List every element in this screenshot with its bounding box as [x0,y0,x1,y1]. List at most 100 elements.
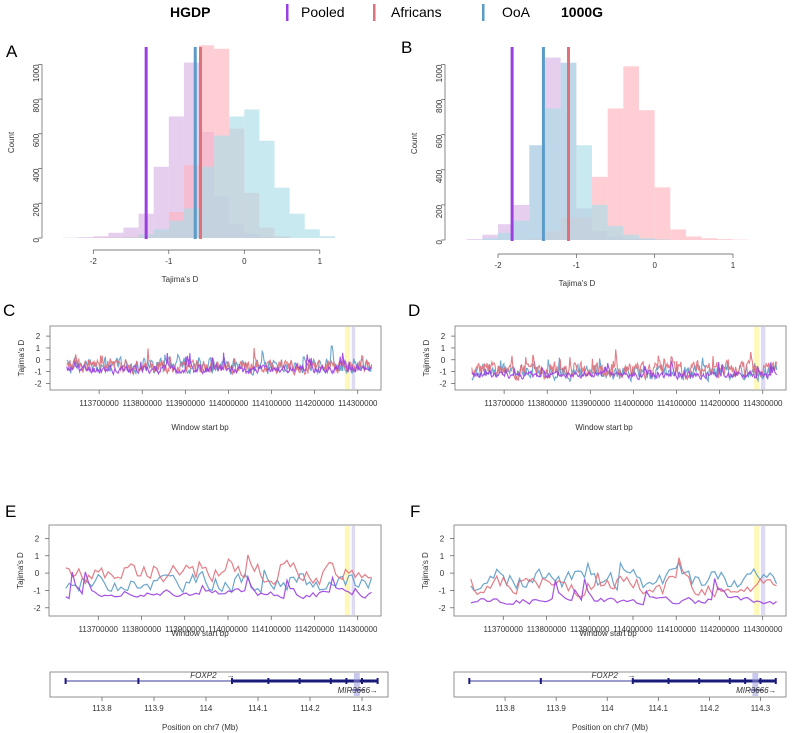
x-tick-label: 114200000 [700,399,740,408]
y-axis: 0 200 400 600 800 1000 Count [7,64,43,242]
x-tick-label: -2 [90,257,98,266]
y-tick-label: 200 [435,204,444,218]
y-tick-label: 200 [32,203,41,217]
legend-pooled-swatch [286,4,289,21]
y-axis: -2 -1 0 1 2 Tajima's D [422,332,455,388]
hist-bar [183,208,199,238]
x-tick-label: 114000000 [613,625,653,634]
x-tick-label: 113700000 [484,399,524,408]
y-axis: -2 -1 0 1 2 Tajima's D [16,534,49,613]
exon-mark [667,678,670,684]
exon-mark [267,678,270,684]
x-tick-label: 114300000 [338,399,378,408]
exon-mark [759,678,762,684]
x-tick-label: -2 [494,261,502,270]
y-tick-label: 1 [35,552,40,561]
x-axis-label: Window start bp [171,423,229,432]
x-axis-label: Window start bp [579,629,637,638]
gene-label-mir3666: MIR3666 [736,686,769,695]
y-tick-label: 2 [35,534,40,543]
exon-mark [376,678,379,684]
x-axis: 113700000 113800000 113900000 114000000 1141… [79,616,378,638]
arrow-icon: → [370,686,378,695]
x-tick-label: 113900000 [571,399,611,408]
y-axis-label: Count [410,132,419,154]
y-tick-label: 800 [32,99,41,113]
plot-frame [454,325,787,391]
hist-bar [513,220,530,240]
legend-africans-swatch [373,4,376,21]
hist-bar [654,239,671,240]
x-axis: 113700000 113800000 113900000 114000000 1141… [79,390,378,432]
arrow-icon: → [768,686,776,695]
hist-bar [639,110,655,240]
lineplot-D: -2 -1 0 1 2 Tajima's D 113700000 113800000 11390… [422,325,787,432]
y-tick-label: 1 [36,344,41,353]
panel-label-b: B [401,38,412,57]
hist-bar [607,225,624,240]
gene-coding-foxp2 [632,679,776,683]
highlight-yellow [344,526,350,615]
arrow-icon: → [227,671,235,680]
hist-bar [168,116,184,238]
exon-mark [728,678,731,684]
x-axis: -2 -1 0 1 Tajima's D [90,249,323,284]
exon-mark [468,678,471,684]
lineplot-F: -2 -1 0 1 2 Tajima's D 113700000 113800000 11390… [421,524,787,638]
series-line-africans [65,554,372,586]
exon-mark [329,678,332,684]
y-tick-label: 2 [440,534,445,543]
hist-bar [259,140,275,238]
gene-track-F-track: FOXP2 →MIR3666 →113.8 113.9 114 114.1 114.2 114… [453,671,787,732]
hist-bar [78,237,94,238]
legend-ooa-swatch [482,4,485,21]
hist-bar [639,238,655,240]
y-tick-label: 2 [441,332,446,341]
gene-coding-foxp2 [232,679,378,683]
x-tick-label: 114000000 [209,399,249,408]
x-axis: 113700000 113800000 113900000 114000000 1141… [484,390,783,432]
x-tick-label: 114.1 [649,704,669,713]
highlight-yellow [754,327,760,389]
hist-bar [498,232,514,240]
series-line-pooled [66,352,372,376]
x-tick-label: 113.8 [495,704,515,713]
x-axis-label: Position on chr7 (Mb) [162,723,238,732]
x-tick-label: 114300000 [743,399,783,408]
x-tick-label: 114100000 [657,399,697,408]
series-line-ooa [470,561,778,592]
highlight-lavender [760,526,766,615]
hist-bar [274,187,290,238]
y-tick-label: -1 [438,586,446,595]
hist-bar [482,234,498,240]
panel-label-f: F [410,502,420,521]
arrow-icon: → [628,671,636,680]
y-tick-label: 0 [36,356,41,365]
lineplot-E: -2 -1 0 1 2 Tajima's D 113700000 113800000 11390… [16,524,382,638]
x-tick-label: 114.3 [751,704,771,713]
hist-bar [123,237,139,238]
x-tick-label: 1 [318,257,323,266]
highlight-mir3666 [353,673,360,696]
x-tick-label: 114 [601,704,614,713]
panel-label-d: D [408,301,420,320]
y-axis-label: Tajima's D [16,552,25,589]
exon-mark [298,678,301,684]
hist-bar [623,66,639,240]
y-tick-label: 800 [435,99,444,113]
highlight-lavender [351,526,356,615]
plot-frame [453,524,787,617]
y-tick-label: -1 [33,586,41,595]
hist-bar [168,220,184,238]
x-tick-label: 114.2 [700,704,720,713]
x-tick-label: 114300000 [338,625,378,634]
exon-mark [698,678,701,684]
x-tick-label: 113.9 [144,704,164,713]
x-tick-label: 0 [242,257,247,266]
hist-bar [654,187,671,240]
track-frame [49,671,389,698]
x-tick-label: 114200000 [295,625,335,634]
hist-bar [93,236,109,238]
gene-label-mir3666: MIR3666 [338,686,371,695]
